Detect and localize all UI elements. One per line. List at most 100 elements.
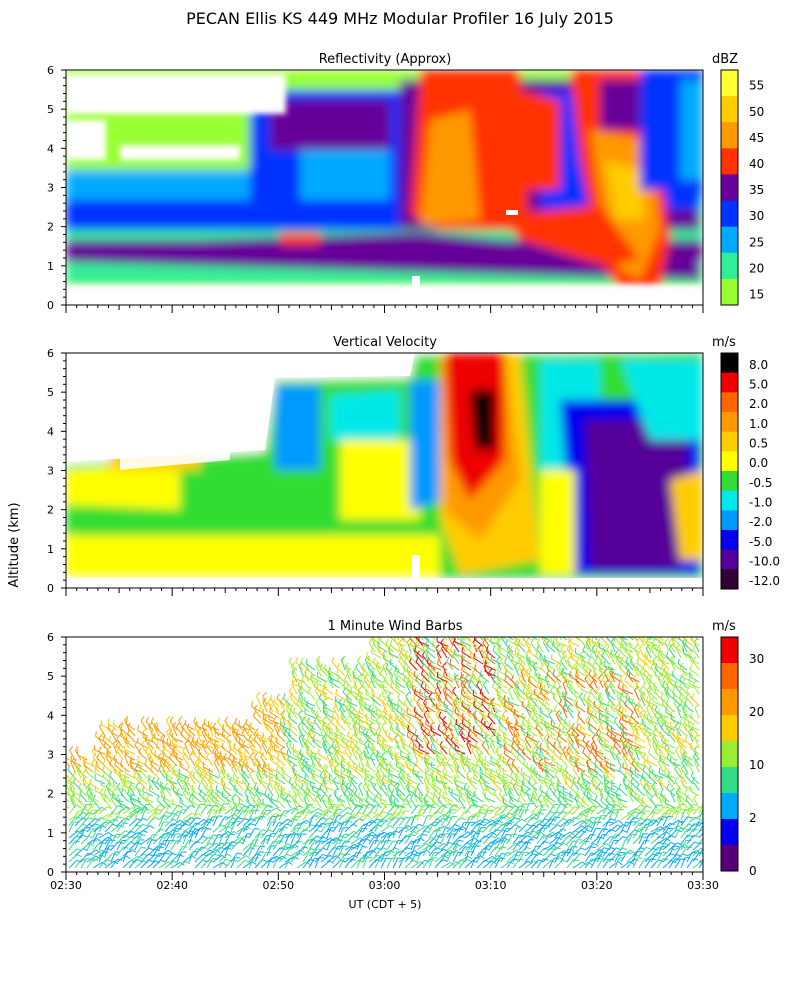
wind-barb	[268, 772, 280, 779]
wind-barb-flag	[572, 845, 578, 848]
wind-barb-flag	[384, 729, 388, 735]
wind-barb	[344, 678, 352, 689]
wind-barb	[428, 852, 435, 863]
wind-barb	[400, 652, 412, 659]
wind-barb-flag	[345, 782, 350, 787]
wind-barb	[248, 744, 256, 755]
wind-barb-flag	[474, 765, 478, 771]
wind-barb	[166, 779, 178, 785]
wind-barb-flag	[509, 812, 515, 816]
wind-barb	[266, 813, 277, 821]
wind-barb-flag	[84, 765, 88, 771]
wind-barb-flag	[518, 674, 523, 680]
wind-barb	[504, 680, 514, 689]
wind-barb	[568, 665, 580, 671]
wind-barb-flag	[564, 777, 568, 783]
wind-barb	[252, 715, 262, 725]
wind-barb	[296, 846, 304, 857]
wind-barb	[134, 834, 142, 845]
wind-barb	[280, 725, 292, 731]
wind-barb-flag	[424, 859, 430, 863]
wind-barb	[479, 675, 490, 683]
wind-barb-flag	[490, 653, 493, 660]
wind-barb	[449, 663, 460, 671]
wind-barb	[535, 775, 544, 785]
wind-barb	[227, 777, 238, 785]
wind-barb	[401, 741, 412, 749]
wind-barb	[234, 793, 244, 803]
wind-barb-flag	[552, 693, 556, 699]
wind-barb	[287, 723, 298, 731]
wind-barb-flag	[440, 776, 444, 782]
wind-barb-flag	[220, 779, 223, 785]
wind-barb-flag	[510, 747, 514, 753]
wind-barb	[344, 843, 355, 851]
wind-barb-flag	[491, 626, 495, 630]
wind-barb-flag	[517, 628, 519, 633]
wind-barb	[452, 642, 460, 653]
wind-barb	[300, 662, 310, 671]
wind-barb	[173, 790, 184, 797]
wind-barb-flag	[546, 639, 549, 645]
wind-barb	[452, 852, 459, 863]
wind-barb-flag	[476, 680, 480, 686]
wind-barb-flag	[494, 710, 499, 716]
wind-barb	[164, 853, 173, 863]
wind-barb-flag	[276, 795, 280, 801]
wind-barb	[158, 768, 166, 779]
wind-barb	[194, 846, 202, 857]
wind-barb	[290, 827, 297, 839]
wind-barb-flag	[112, 779, 115, 785]
wind-barb-flag	[221, 766, 225, 772]
wind-barb-flag	[107, 778, 111, 784]
wind-barb-flag	[252, 795, 256, 801]
wind-barb	[298, 778, 310, 785]
wind-barb	[356, 828, 363, 839]
wind-barb-flag	[443, 701, 446, 707]
wind-barb	[278, 726, 286, 737]
wind-barb	[164, 840, 171, 851]
wind-barb-flag	[381, 752, 386, 757]
wind-barb	[342, 691, 352, 701]
wind-barb-field	[66, 626, 703, 869]
wind-barb	[241, 733, 250, 743]
wind-barb	[200, 828, 207, 839]
wind-barb	[224, 813, 235, 821]
wind-barb	[302, 848, 312, 857]
wind-barb	[421, 673, 430, 683]
wind-barb	[421, 661, 430, 671]
wind-barb	[92, 849, 103, 857]
wind-barb	[94, 779, 106, 785]
wind-barb-flag	[429, 722, 434, 727]
wind-barb	[513, 683, 520, 695]
wind-barb	[200, 853, 209, 863]
wind-barb	[386, 840, 394, 851]
wind-barb-flag	[452, 804, 459, 807]
wind-barb-flag	[245, 825, 251, 830]
wind-barb-flag	[341, 755, 344, 761]
wind-barb	[521, 722, 532, 731]
wind-barb-flag	[113, 812, 118, 816]
wind-barb	[494, 852, 503, 863]
wind-barb-flag	[334, 695, 337, 701]
wind-barb	[139, 769, 148, 779]
wind-barb	[460, 683, 466, 695]
wind-barb	[89, 783, 100, 791]
wind-barb	[482, 831, 493, 839]
wind-barb	[458, 831, 469, 839]
wind-barb-flag	[340, 656, 346, 661]
wind-barb-flag	[537, 852, 543, 856]
wind-barb	[482, 855, 493, 863]
wind-barb	[218, 831, 229, 839]
wind-barb-flag	[563, 842, 569, 847]
wind-barb	[170, 810, 179, 821]
wind-barb-flag	[496, 689, 499, 696]
wind-barb-flag	[107, 718, 110, 724]
wind-barb-flag	[509, 646, 512, 652]
wind-barb	[275, 777, 286, 785]
wind-barb-flag	[539, 831, 545, 836]
wind-barb	[140, 837, 151, 845]
wind-barb	[536, 809, 542, 821]
wind-barb-flag	[522, 637, 524, 639]
wind-barb	[527, 651, 538, 659]
